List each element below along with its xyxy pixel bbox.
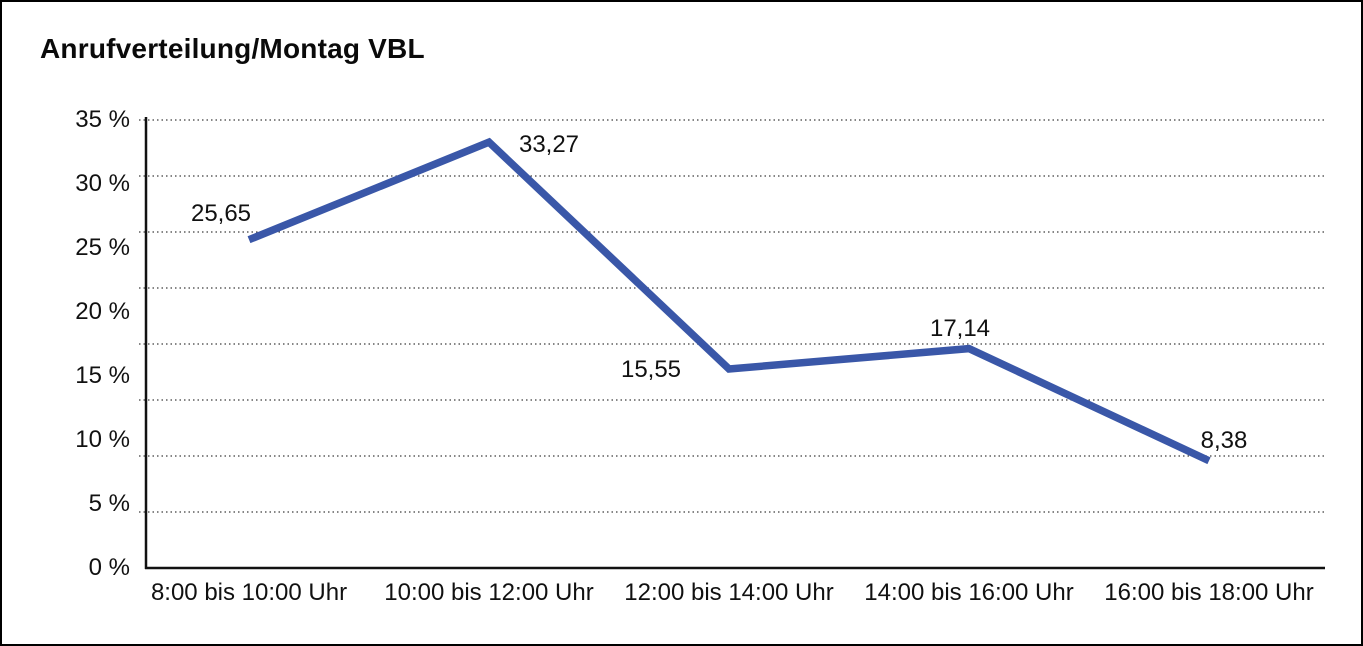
- x-axis-tick-label: 14:00 bis 16:00 Uhr: [864, 579, 1074, 606]
- x-axis-tick-label: 8:00 bis 10:00 Uhr: [150, 579, 348, 606]
- chart-title: Anrufverteilung/Montag VBL: [40, 33, 425, 64]
- y-axis-tick-label: 15 %: [75, 362, 130, 389]
- data-point-label: 25,65: [190, 199, 252, 227]
- y-axis-tick-label: 20 %: [75, 298, 130, 325]
- gridline-group: [139, 119, 1325, 513]
- data-point-label: 8,38: [1200, 426, 1248, 454]
- y-axis-tick-label: 35 %: [75, 106, 130, 133]
- x-axis-tick-label: 16:00 bis 18:00 Uhr: [1104, 579, 1314, 606]
- y-axis-tick-label: 0 %: [88, 554, 130, 581]
- data-point-label: 17,14: [929, 314, 991, 342]
- y-axis-tick-label: 25 %: [75, 234, 130, 261]
- data-point-label: 33,27: [518, 131, 580, 159]
- x-axis-tick-label: 12:00 bis 14:00 Uhr: [624, 579, 834, 606]
- data-point-label: 15,55: [620, 355, 682, 383]
- x-axis-tick-label: 10:00 bis 12:00 Uhr: [384, 579, 594, 606]
- y-axis-tick-label: 10 %: [75, 426, 130, 453]
- y-axis-tick-label: 5 %: [88, 490, 130, 517]
- y-axis-tick-label: 30 %: [75, 170, 130, 197]
- data-line: [247, 137, 1211, 465]
